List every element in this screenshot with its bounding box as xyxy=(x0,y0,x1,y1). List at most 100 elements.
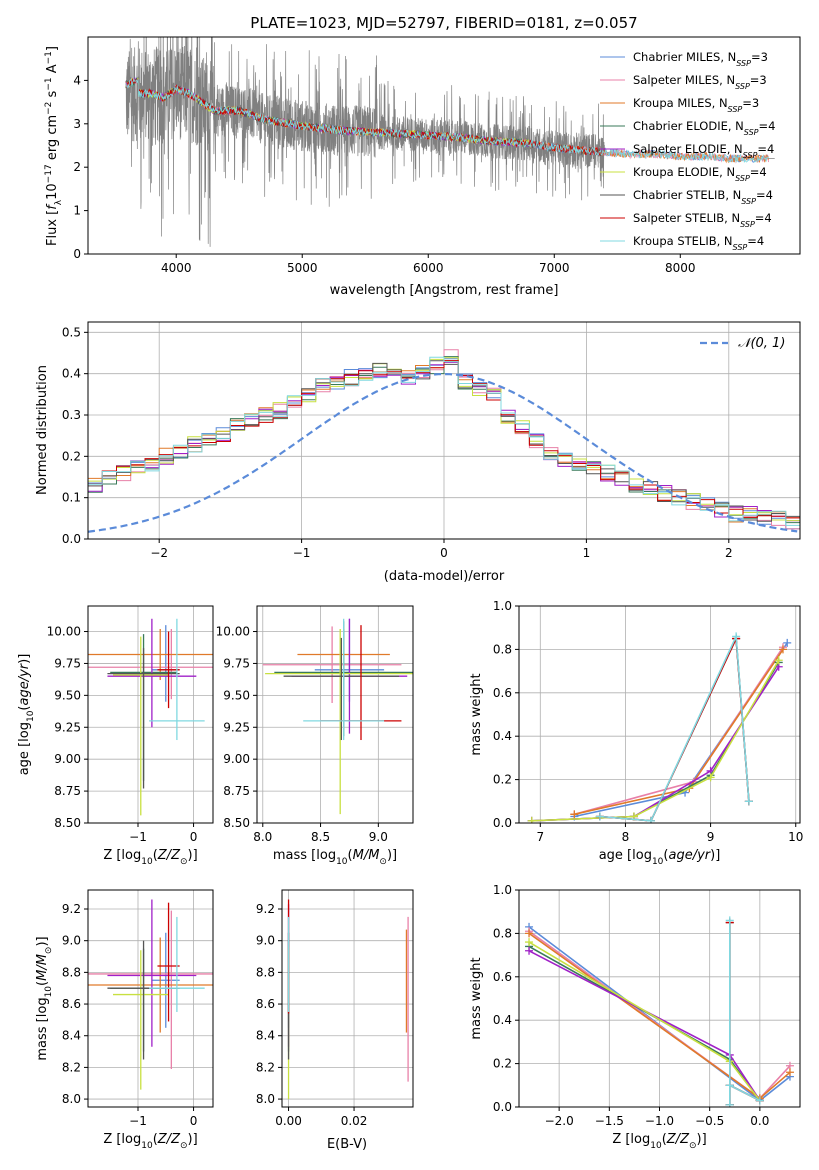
x-tick-label: −1.0 xyxy=(645,1114,674,1128)
histogram-kroupa-miles xyxy=(88,360,800,527)
errorbar-kroupa-stelib xyxy=(303,618,385,741)
legend-entry: Salpeter ELODIE, NSSP=4 xyxy=(633,142,774,160)
errorbar-chabrier-stelib xyxy=(283,637,400,741)
axes-frame xyxy=(87,605,214,824)
y-tick-label: 8.50 xyxy=(223,816,250,830)
x-axis-label: mass [log10(M/M⊙)] xyxy=(273,848,397,867)
errorbar-salpeter-elodie xyxy=(107,899,197,1047)
y-tick-label: 8.6 xyxy=(62,997,81,1011)
x-tick-label: −2 xyxy=(150,546,168,560)
y-tick-label: 9.2 xyxy=(62,902,81,916)
y-tick-label: 9.0 xyxy=(256,934,275,948)
panel-spectrum: 4000 5000 6000 7000 8000 0 1 2 3 4 xyxy=(73,36,801,275)
x-tick-label: 8.0 xyxy=(253,830,272,844)
histogram-salpeter-elodie xyxy=(88,361,800,522)
x-tick-label: −0.5 xyxy=(695,1114,724,1128)
x-tick-label: 8.5 xyxy=(311,830,330,844)
y-tick-label: 0.8 xyxy=(493,642,512,656)
series-line xyxy=(729,920,761,1105)
histogram-kroupa-elodie xyxy=(88,357,800,522)
y-tick-label: 1.0 xyxy=(493,599,512,613)
y-tick-label: 8.0 xyxy=(62,1092,81,1106)
y-tick-label: 0.3 xyxy=(62,408,81,422)
x-axis-label: wavelength [Angstrom, rest frame] xyxy=(330,283,559,298)
x-tick-label: −1.5 xyxy=(595,1114,624,1128)
errorbar-salpeter-miles xyxy=(262,626,402,704)
data-point xyxy=(706,773,715,782)
data-point xyxy=(774,656,783,665)
x-tick-label: 4000 xyxy=(161,261,192,275)
y-axis-label: mass [log10(M/M⊙)] xyxy=(35,936,54,1060)
y-tick-label: 9.25 xyxy=(223,720,250,734)
y-tick-label: 0.1 xyxy=(62,491,81,505)
histogram-salpeter-stelib xyxy=(88,360,800,530)
legend-entry: Chabrier ELODIE, NSSP=4 xyxy=(633,119,775,137)
legend: 𝒩(0, 1) xyxy=(700,336,785,351)
y-axis-label: age [log10(age/yr)] xyxy=(17,654,36,776)
errorbar-salpeter-stelib xyxy=(157,631,180,709)
errorbar-salpeter-miles xyxy=(88,628,213,700)
plot-area xyxy=(88,618,213,816)
y-tick-label: 0.2 xyxy=(493,1057,512,1071)
x-tick-label: 6000 xyxy=(413,261,444,275)
y-tick-label: 8.0 xyxy=(256,1092,275,1106)
y-tick-label: 10.00 xyxy=(216,625,250,639)
data-point xyxy=(783,638,792,647)
data-point xyxy=(778,645,787,654)
y-tick-label: 8.6 xyxy=(256,997,275,1011)
y-tick-label: 0.0 xyxy=(493,816,512,830)
x-tick-label: 8 xyxy=(622,830,630,844)
errorbar-kroupa-elodie xyxy=(113,950,169,1090)
axes-frame xyxy=(256,605,414,824)
series-salpeter-elodie xyxy=(525,946,764,1105)
panel-mass-vs-Z: −1 0 8.0 8.2 8.4 8.6 8.8 9.0 9.2 xyxy=(62,889,214,1128)
axes-frame xyxy=(518,605,801,824)
x-tick-label: 7 xyxy=(536,830,544,844)
series-line xyxy=(531,661,780,822)
y-tick-label: 0 xyxy=(73,247,81,261)
x-axis-label: Z [log10(Z/Z⊙)] xyxy=(612,1132,706,1151)
y-tick-label: 0.0 xyxy=(493,1100,512,1114)
plot-area xyxy=(527,632,792,823)
y-tick-label: 0.0 xyxy=(62,532,81,546)
data-point xyxy=(646,816,655,823)
y-tick-label: 2 xyxy=(73,160,81,174)
errorbar-kroupa-stelib xyxy=(149,618,205,741)
x-tick-label: 5000 xyxy=(287,261,318,275)
y-tick-label: 0.8 xyxy=(493,926,512,940)
axes-frame xyxy=(281,889,414,1108)
y-tick-label: 8.50 xyxy=(54,816,81,830)
panel-massweight-vs-age: 7 8 9 10 0.0 0.2 0.4 0.6 0.8 1.0 xyxy=(493,599,803,844)
x-tick-label: −1 xyxy=(129,1114,147,1128)
axes-frame xyxy=(87,36,801,255)
histogram-chabrier-stelib xyxy=(88,360,800,527)
plot-area xyxy=(287,899,409,1100)
y-tick-label: 0.2 xyxy=(493,773,512,787)
y-tick-label: 3 xyxy=(73,117,81,131)
y-tick-label: 9.0 xyxy=(62,934,81,948)
data-point xyxy=(744,797,753,806)
y-axis-label: mass weight xyxy=(469,957,484,1039)
y-tick-label: 0.4 xyxy=(493,729,512,743)
x-tick-label: 8000 xyxy=(665,261,696,275)
panel-age-vs-Z: −1 0 8.50 8.75 9.00 9.25 9.50 9.75 10.00 xyxy=(47,605,214,844)
errorbar-kroupa-stelib xyxy=(149,916,205,1012)
x-tick-label: 0 xyxy=(440,546,448,560)
y-axis-label: Normed distribution xyxy=(35,365,50,495)
errorbar-kroupa-miles xyxy=(88,937,213,1033)
y-axis-label: mass weight xyxy=(469,673,484,755)
x-axis-label: Z [log10(Z/Z⊙)] xyxy=(103,1132,197,1151)
data-point xyxy=(725,916,734,925)
errorbar-salpeter-stelib xyxy=(157,902,180,1022)
y-tick-label: 9.25 xyxy=(54,720,81,734)
x-tick-label: 7000 xyxy=(539,261,570,275)
series-line xyxy=(599,635,750,822)
x-axis-label: Z [log10(Z/Z⊙)] xyxy=(103,848,197,867)
x-tick-label: 0.00 xyxy=(275,1114,302,1128)
series-line xyxy=(599,633,750,822)
panel-mass-vs-EBV: 0.00 0.02 8.0 8.2 8.4 8.6 8.8 9.0 9.2 xyxy=(256,889,414,1128)
errorbar-salpeter-miles xyxy=(88,910,213,1069)
data-point xyxy=(785,1068,794,1077)
series-kroupa-elodie xyxy=(525,938,764,1105)
series-kroupa-elodie xyxy=(527,656,783,823)
